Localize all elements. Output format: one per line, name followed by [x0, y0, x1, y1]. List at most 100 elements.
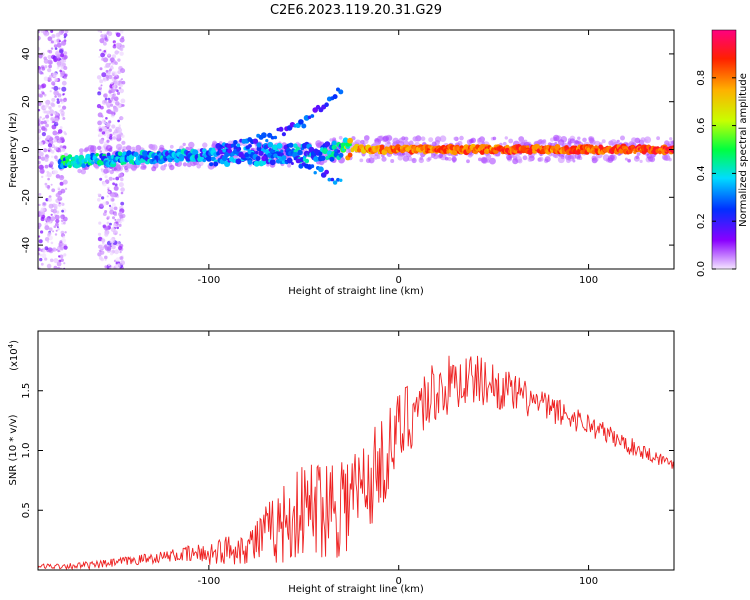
spectrogram-ridge-pixel: [272, 144, 278, 151]
spectrogram-noise-pixel: [119, 88, 124, 94]
spectrogram-noise-pixel: [105, 69, 109, 73]
spectrogram-noise-pixel: [46, 172, 52, 178]
spectrogram-noise-pixel: [41, 118, 45, 121]
spectrogram-noise-pixel: [60, 202, 64, 205]
spectrogram-noise-pixel: [101, 72, 107, 78]
spectrogram-noise-pixel: [111, 71, 116, 76]
spectrogram-noise-pixel: [59, 98, 63, 102]
spectrogram-noise-pixel: [48, 75, 53, 79]
spectrogram-ridge-pixel: [174, 157, 180, 163]
spectrogram-halo-pixel: [601, 139, 606, 144]
spectrogram-noise-pixel: [104, 175, 108, 179]
spectrogram-noise-pixel: [119, 233, 122, 236]
spectrogram-branch-pixel: [301, 123, 307, 129]
spectrogram-halo-pixel: [382, 135, 389, 142]
spectrogram-noise-pixel: [39, 215, 42, 218]
spectrogram-noise-pixel: [54, 155, 58, 159]
spectrogram-noise-pixel: [45, 185, 48, 188]
spectrogram-noise-pixel: [59, 175, 65, 181]
spectrogram-halo-pixel: [427, 156, 432, 161]
spectrogram-noise-pixel: [98, 138, 104, 144]
spectrogram-halo-pixel: [552, 134, 560, 142]
spectrogram-noise-pixel: [112, 216, 115, 220]
spectrogram-noise-pixel: [62, 41, 66, 45]
spectrogram-noise-pixel: [64, 231, 67, 234]
spectrogram-noise-pixel: [117, 70, 122, 74]
spectrogram-noise-pixel: [45, 123, 49, 128]
spectrogram-halo-pixel: [363, 138, 369, 144]
spectrogram-noise-pixel: [56, 219, 59, 222]
spectrogram-noise-pixel: [53, 85, 59, 91]
spectrogram-noise-pixel: [100, 148, 106, 154]
spectrogram-noise-pixel: [63, 59, 67, 63]
spectrogram-noise-pixel: [50, 150, 55, 154]
snr-x-tick-label: 0: [396, 576, 402, 587]
spectrogram-branch-pixel: [332, 94, 338, 100]
spectrogram-noise-pixel: [64, 30, 69, 34]
spectrogram-branch-pixel: [338, 89, 344, 95]
spectrogram-noise-pixel: [112, 250, 116, 253]
spectrogram-noise-pixel: [114, 50, 119, 55]
spectrogram-noise-pixel: [59, 240, 63, 244]
spectrogram-noise-pixel: [41, 71, 44, 75]
snr-panel: -100 0 100 0.5 1.0 1.5 Height of straight lin…: [7, 330, 675, 595]
spectrogram-halo-pixel: [444, 156, 449, 161]
spectrogram-halo-pixel: [431, 141, 437, 147]
spectrogram-noise-pixel: [58, 255, 61, 258]
spectrogram-noise-pixel: [38, 247, 41, 252]
spectrogram-noise-pixel: [97, 120, 102, 126]
spectrogram-ridge-pixel: [133, 151, 139, 158]
spectrogram-noise-pixel: [62, 93, 65, 96]
spectrogram-noise-pixel: [120, 187, 125, 192]
spectrogram-noise-pixel: [104, 258, 107, 261]
spectrogram-noise-pixel: [53, 57, 58, 63]
spectrogram-noise-pixel: [51, 97, 56, 102]
spectrogram-noise-pixel: [112, 177, 115, 180]
spectrogram-noise-pixel: [97, 112, 103, 118]
spectrogram-noise-pixel: [110, 252, 114, 256]
spectrogram-noise-pixel: [120, 201, 125, 206]
spectrogram-noise-pixel: [40, 120, 44, 125]
spectrogram-noise-pixel: [116, 42, 120, 47]
spectrogram-noise-pixel: [44, 246, 49, 251]
spectrogram-noise-pixel: [110, 88, 116, 94]
spectrogram-halo-pixel: [668, 157, 672, 162]
spectrogram-noise-pixel: [108, 120, 112, 124]
spectrogram-ridge-pixel: [280, 149, 284, 153]
spectrogram-noise-pixel: [104, 97, 108, 101]
spectrogram-x-tick-label: -100: [198, 275, 221, 286]
spectrogram-noise-pixel: [58, 40, 62, 43]
spectrogram-noise-pixel: [43, 93, 47, 97]
spectrogram-noise-pixel: [102, 77, 107, 82]
spectrogram-noise-pixel: [39, 151, 44, 157]
spectrogram-ridge-pixel: [356, 147, 362, 153]
colorbar-tick-label: 0.4: [696, 165, 707, 181]
spectrogram-noise-pixel: [119, 83, 123, 88]
spectrogram-halo-pixel: [409, 140, 414, 145]
spectrogram-noise-pixel: [60, 219, 64, 222]
spectrogram-noise-pixel: [56, 261, 62, 267]
spectrogram-ridge-pixel: [178, 153, 185, 160]
spectrogram-noise-pixel: [104, 232, 109, 237]
spectrogram-noise-pixel: [41, 66, 46, 71]
spectrogram-noise-pixel: [57, 227, 60, 231]
spectrogram-noise-pixel: [55, 192, 61, 198]
spectrogram-branch-pixel: [252, 138, 259, 144]
spectrogram-noise-pixel: [110, 82, 113, 85]
spectrogram-noise-pixel: [38, 141, 44, 146]
spectrogram-noise-pixel: [51, 87, 54, 89]
spectrogram-noise-pixel: [38, 155, 42, 160]
spectrogram-noise-pixel: [45, 217, 50, 222]
spectrogram-halo-pixel: [381, 156, 387, 162]
spectrogram-noise-pixel: [55, 229, 58, 232]
spectrogram-noise-pixel: [108, 136, 113, 140]
spectrogram-ridge-pixel: [331, 144, 337, 150]
colorbar-label: Normalized spectral amplitude: [738, 73, 749, 227]
spectrogram-halo-pixel: [332, 137, 337, 142]
spectrogram-noise-pixel: [114, 183, 118, 187]
spectrogram-noise-pixel: [40, 230, 44, 234]
spectrogram-halo-pixel: [567, 140, 572, 145]
spectrogram-ridge-pixel: [594, 145, 598, 149]
spectrogram-noise-pixel: [107, 191, 111, 194]
spectrogram-ridge-pixel: [74, 155, 79, 160]
